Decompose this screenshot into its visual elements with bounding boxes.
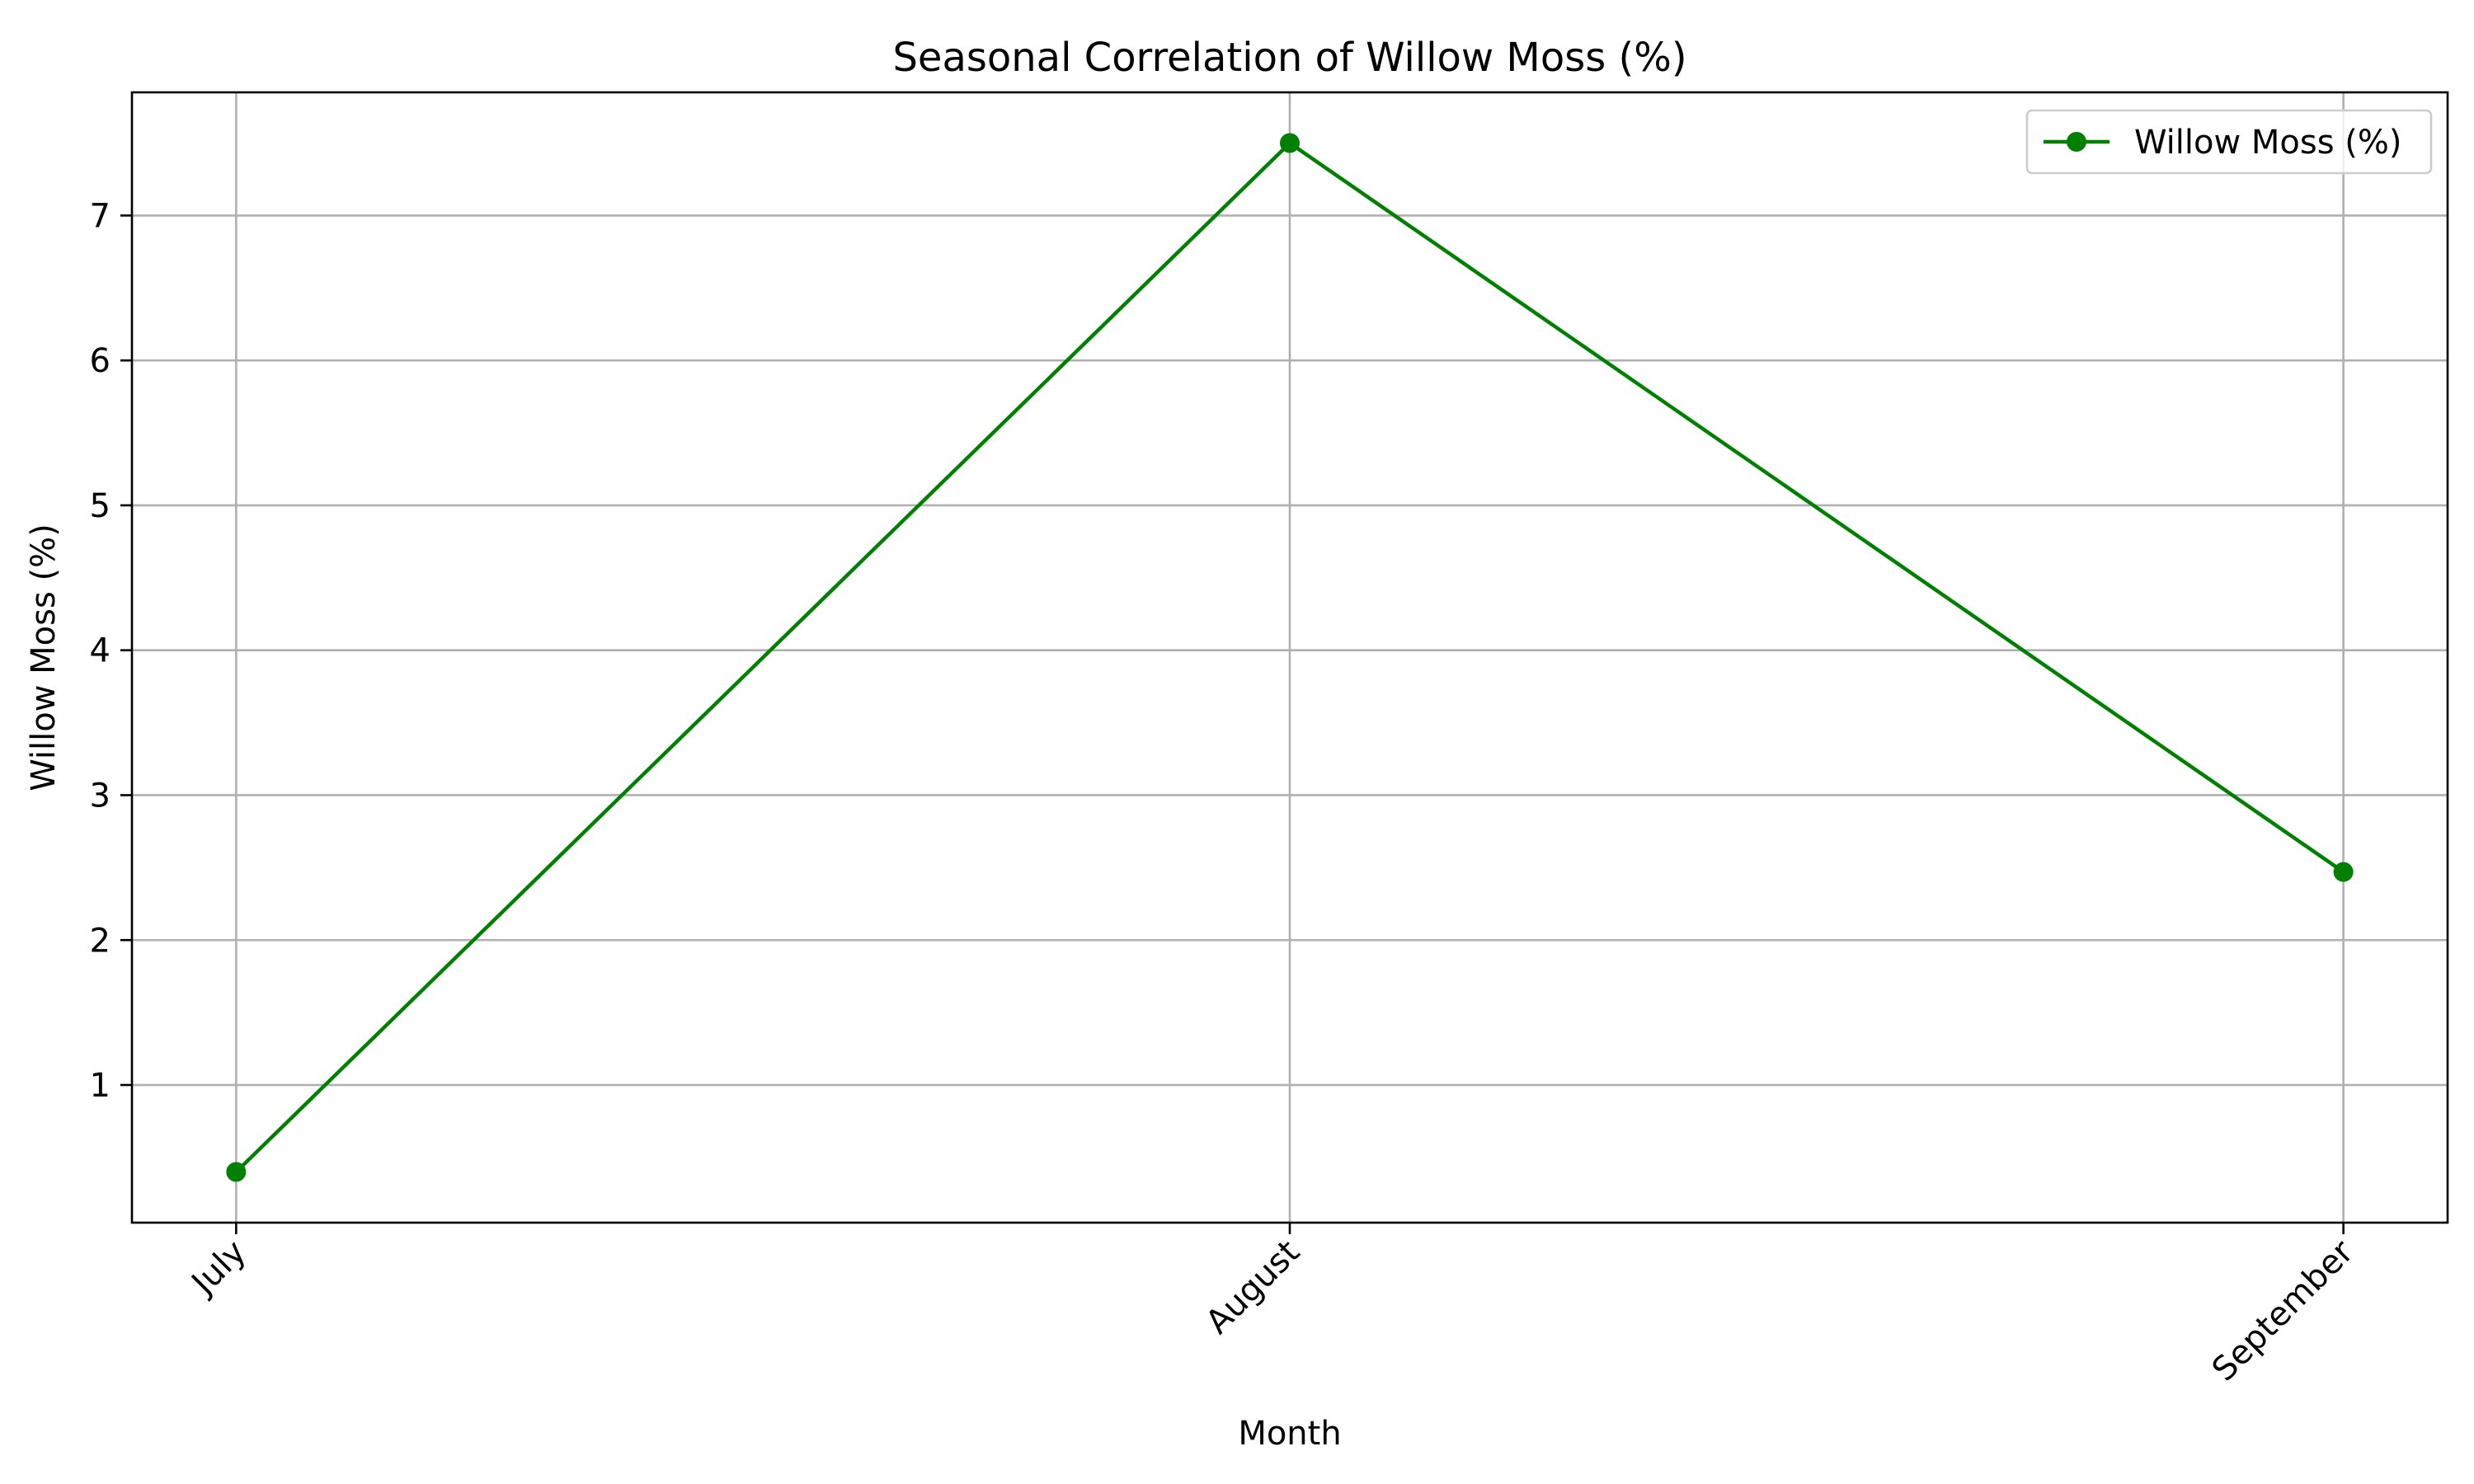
data-point [1280, 134, 1300, 153]
y-axis-title: Willow Moss (%) [25, 524, 63, 791]
data-point [2334, 862, 2354, 882]
y-tick-label: 3 [90, 777, 111, 815]
y-tick-label: 2 [90, 922, 111, 960]
chart-title: Seasonal Correlation of Willow Moss (%) [892, 35, 1686, 81]
legend: Willow Moss (%) [2027, 110, 2431, 173]
grid-lines [132, 92, 2448, 1223]
y-tick-label: 6 [90, 342, 111, 380]
x-axis-title: Month [1238, 1415, 1341, 1453]
y-tick-label: 5 [90, 487, 111, 525]
x-tick-label: August [1199, 1233, 1308, 1342]
legend-marker [2067, 132, 2086, 152]
x-tick-label: July [183, 1233, 254, 1304]
x-tick-label: September [2205, 1233, 2361, 1388]
legend-label: Willow Moss (%) [2134, 124, 2402, 162]
y-tick-label: 4 [90, 632, 111, 670]
axis-ticks: 1 2 3 4 5 6 7 July August September [90, 197, 2362, 1388]
y-tick-label: 1 [90, 1067, 111, 1105]
data-point [226, 1162, 246, 1181]
y-tick-label: 7 [90, 197, 111, 235]
